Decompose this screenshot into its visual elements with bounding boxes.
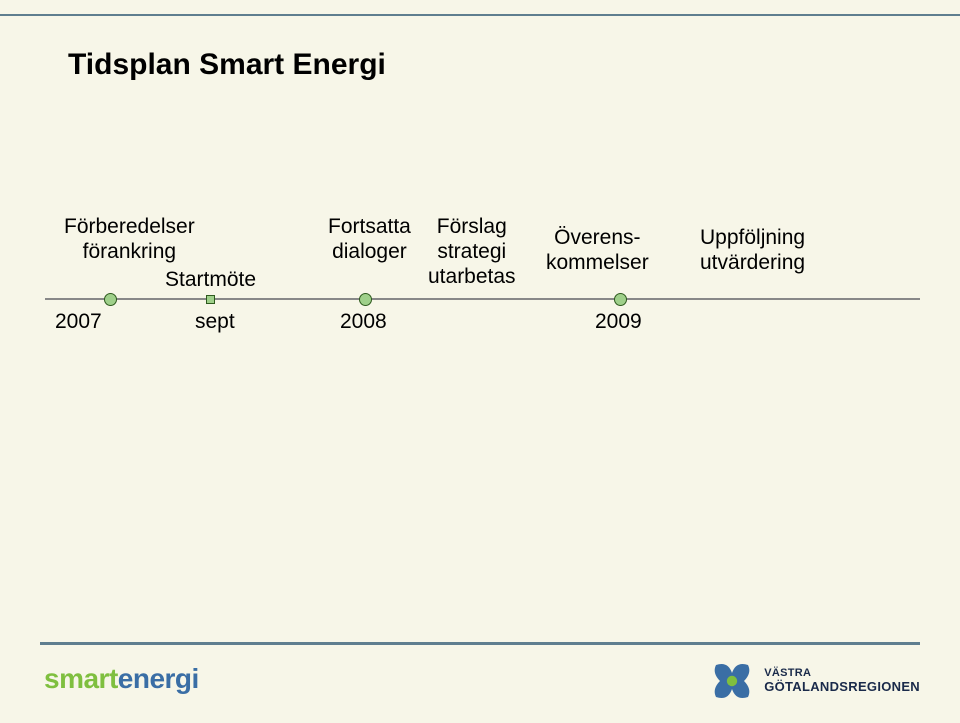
- phase-forberedelser: Förberedelser förankring: [64, 214, 195, 264]
- marker-2009: [614, 293, 627, 306]
- logo-smartenergi: smartenergi: [44, 663, 199, 695]
- phase-fortsatta: Fortsatta dialoger: [328, 214, 411, 264]
- logo-vgr: VÄSTRA GÖTALANDSREGIONEN: [710, 661, 920, 701]
- phase-forslag: Förslag strategi utarbetas: [428, 214, 516, 290]
- tick-sept: sept: [195, 310, 235, 334]
- top-divider: [0, 14, 960, 16]
- logo-smartenergi-main: energi: [118, 663, 199, 695]
- tick-2007: 2007: [55, 310, 102, 334]
- timeline-axis: [45, 298, 920, 300]
- footer-divider: [40, 642, 920, 645]
- slide: Tidsplan Smart Energi Förberedelser föra…: [0, 0, 960, 723]
- marker-2008: [359, 293, 372, 306]
- phase-uppfoljning: Uppföljning utvärdering: [700, 225, 805, 275]
- tick-2008: 2008: [340, 310, 387, 334]
- vgr-mark-icon: [710, 661, 754, 701]
- phase-overens: Överens- kommelser: [546, 225, 649, 275]
- vgr-text: VÄSTRA GÖTALANDSREGIONEN: [764, 668, 920, 693]
- vgr-line2: GÖTALANDSREGIONEN: [764, 680, 920, 694]
- phase-startmote: Startmöte: [165, 267, 256, 292]
- marker-2007: [104, 293, 117, 306]
- marker-sept: [206, 295, 215, 304]
- slide-title: Tidsplan Smart Energi: [68, 48, 386, 82]
- tick-2009: 2009: [595, 310, 642, 334]
- logo-smartenergi-accent: smart: [44, 663, 118, 695]
